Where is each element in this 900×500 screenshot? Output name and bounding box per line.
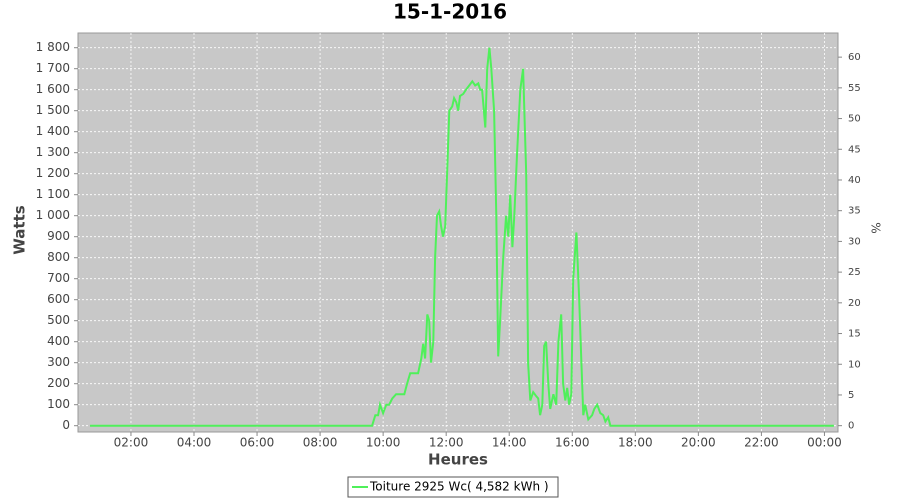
- marks: [90, 47, 834, 427]
- legend: Toiture 2925 Wc( 4,582 kWh ): [347, 476, 559, 498]
- series-line: [90, 47, 834, 427]
- x-tick-label: 14:00: [492, 436, 527, 450]
- y-tick-label: 400: [47, 334, 70, 348]
- y2-tick-label: 20: [848, 298, 861, 309]
- x-tick-label: 04:00: [177, 436, 212, 450]
- legend-box: [347, 476, 559, 498]
- y2-tick-label: 50: [848, 114, 861, 125]
- y2-tick-label: 0: [848, 421, 854, 432]
- x-tick-label: 20:00: [681, 436, 716, 450]
- y2-axis-label: %: [869, 222, 883, 233]
- y-tick-label: 1 200: [36, 166, 70, 180]
- y-tick-label: 1 700: [36, 61, 70, 75]
- y-tick-label: 200: [47, 376, 70, 390]
- y2-tick-label: 10: [848, 359, 861, 370]
- chart-title: 15-1-2016: [393, 0, 507, 24]
- y-tick-label: 1 100: [36, 187, 70, 201]
- y-tick-label: 0: [62, 418, 70, 432]
- x-tick-label: 10:00: [366, 436, 401, 450]
- x-tick-label: 08:00: [303, 436, 338, 450]
- x-tick-label: 18:00: [618, 436, 653, 450]
- y2-tick-label: 5: [848, 390, 854, 401]
- y-tick-label: 1 400: [36, 124, 70, 138]
- x-tick-label: 12:00: [429, 436, 464, 450]
- y-tick-label: 800: [47, 250, 70, 264]
- y2-tick-label: 60: [848, 52, 861, 63]
- legend-label: Toiture 2925 Wc( 4,582 kWh ): [369, 480, 549, 494]
- x-tick-label: 00:00: [807, 436, 842, 450]
- x-tick-label: 16:00: [555, 436, 590, 450]
- y-axis-label: Watts: [11, 205, 29, 254]
- y-tick-label: 1 300: [36, 145, 70, 159]
- y-tick-label: 700: [47, 271, 70, 285]
- y2-tick-label: 35: [848, 206, 861, 217]
- y2-tick-label: 40: [848, 175, 861, 186]
- y-tick-label: 100: [47, 397, 70, 411]
- y-tick-label: 500: [47, 313, 70, 327]
- y2-tick-label: 30: [848, 236, 861, 247]
- y-tick-label: 600: [47, 292, 70, 306]
- y-tick-label: 1 800: [36, 40, 70, 54]
- x-axis-label: Heures: [428, 451, 488, 469]
- y-tick-label: 1 600: [36, 82, 70, 96]
- plot-area: [77, 32, 839, 433]
- x-tick-label: 22:00: [744, 436, 779, 450]
- y-tick-label: 1 500: [36, 103, 70, 117]
- y-tick-label: 300: [47, 355, 70, 369]
- y2-tick-label: 55: [848, 83, 861, 94]
- y-tick-label: 900: [47, 229, 70, 243]
- y2-tick-label: 15: [848, 329, 861, 340]
- x-tick-label: 06:00: [240, 436, 275, 450]
- y2-tick-label: 25: [848, 267, 861, 278]
- y2-tick-label: 45: [848, 144, 861, 155]
- x-tick-label: 02:00: [114, 436, 149, 450]
- y-tick-label: 1 000: [36, 208, 70, 222]
